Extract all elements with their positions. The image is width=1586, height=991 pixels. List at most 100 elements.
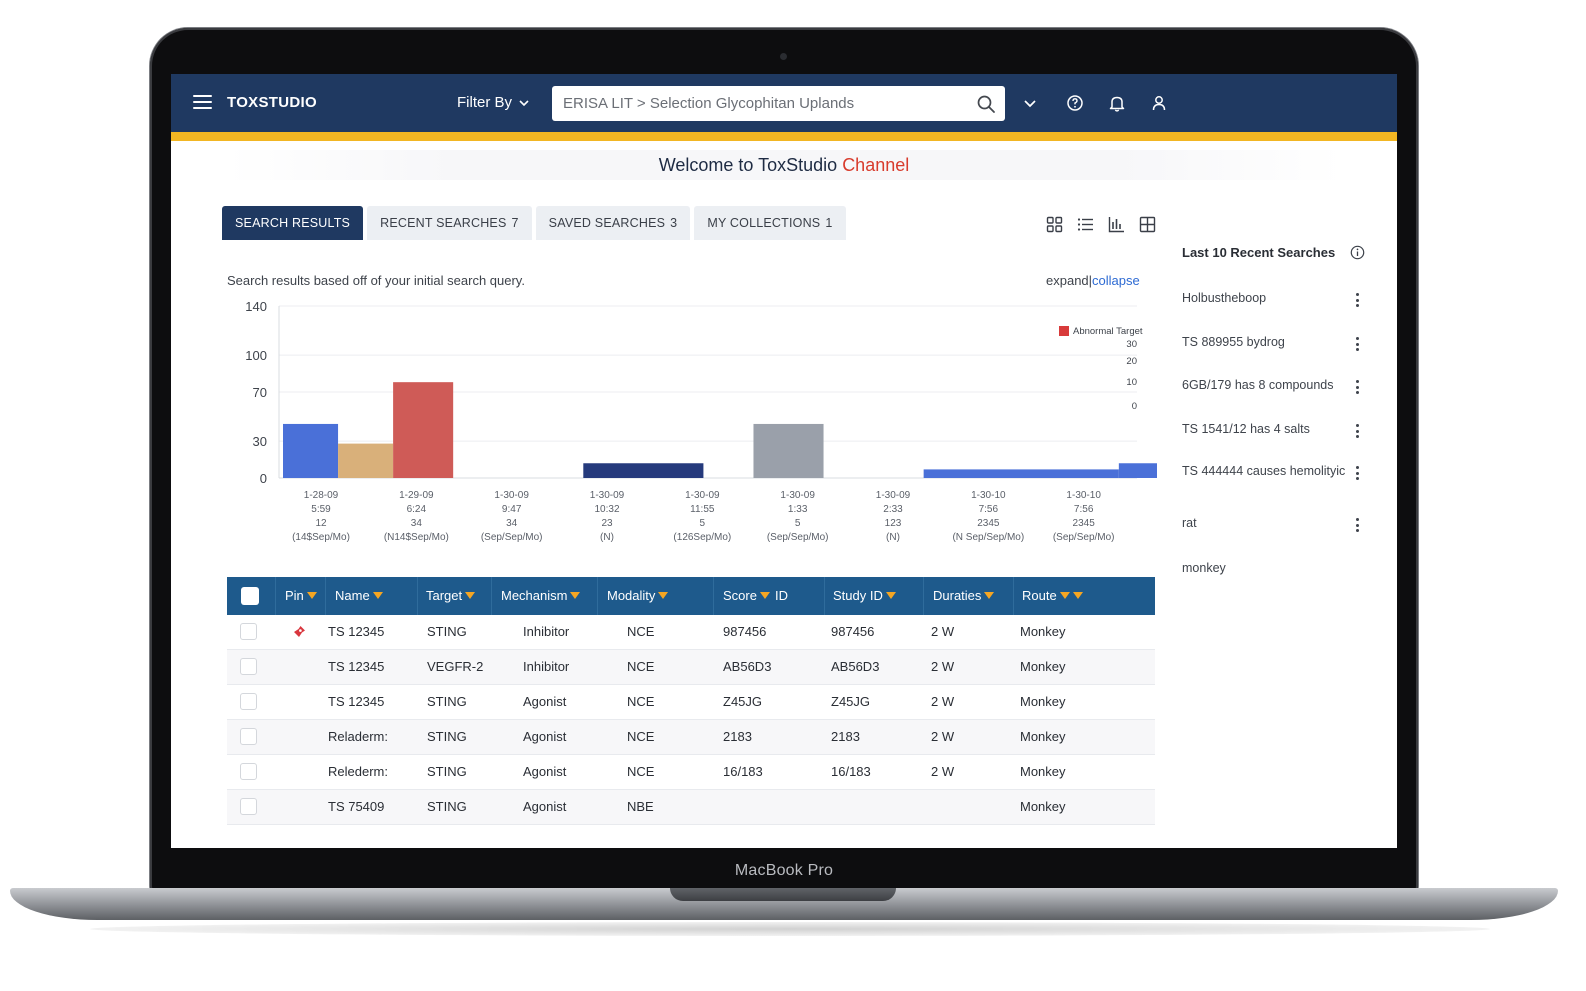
column-header-study-id[interactable]: Study ID <box>833 577 896 615</box>
more-options-icon[interactable] <box>1354 465 1360 481</box>
x-tick-label: 1-30-09 <box>780 490 815 501</box>
list-view-icon[interactable] <box>1077 216 1094 233</box>
search-box <box>552 86 1005 121</box>
filter-by-label: Filter By <box>457 94 513 111</box>
info-icon[interactable] <box>1350 245 1365 260</box>
column-divider <box>923 577 924 615</box>
table-row[interactable]: TS 12345 STING Inhibitor NCE 987456 987456 2 W… <box>227 615 1155 650</box>
cell-name: TS 12345 <box>328 659 385 674</box>
table-row[interactable]: Reladerm: STING Agonist NCE 2183 2183 2 W Monke… <box>227 720 1155 755</box>
column-header-durations[interactable]: Duraties <box>933 577 995 615</box>
menu-icon[interactable] <box>193 95 212 109</box>
column-divider <box>491 577 492 615</box>
more-options-icon[interactable] <box>1354 292 1360 308</box>
recent-search-item[interactable]: TS 444444 causes hemolityic <box>1182 464 1346 478</box>
filter-by-dropdown[interactable]: Filter By <box>457 94 530 111</box>
y-tick-label: 100 <box>245 348 267 363</box>
secondary-axis-tick-label: 30 <box>1126 339 1137 350</box>
x-tick-label: (Sep/Sep/Mo) <box>767 532 829 543</box>
row-checkbox[interactable] <box>240 693 257 710</box>
help-icon[interactable] <box>1065 93 1085 113</box>
recent-search-item[interactable]: 6GB/179 has 8 compounds <box>1182 378 1334 392</box>
search-icon[interactable] <box>976 94 996 114</box>
row-checkbox[interactable] <box>240 763 257 780</box>
collapse-link[interactable]: collapse <box>1092 273 1140 288</box>
cell-modality: NCE <box>627 659 655 674</box>
x-tick-label: 5:59 <box>311 504 331 515</box>
cell-route: Monkey <box>1020 694 1066 709</box>
row-checkbox[interactable] <box>240 623 257 640</box>
table-view-icon[interactable] <box>1139 216 1156 233</box>
recent-search-item[interactable]: monkey <box>1182 561 1226 575</box>
cell-study-id: 987456 <box>831 624 875 639</box>
recent-search-item[interactable]: TS 889955 bydrog <box>1182 335 1285 349</box>
accent-strip <box>171 132 1397 141</box>
grid-view-icon[interactable] <box>1046 216 1063 233</box>
tab-my-collections[interactable]: MY COLLECTIONS 1 <box>694 206 846 240</box>
user-icon[interactable] <box>1149 93 1169 113</box>
column-header-id[interactable]: ID <box>775 588 788 603</box>
column-header-mechanism[interactable]: Mechanism <box>501 577 581 615</box>
x-tick-label: (126Sep/Mo) <box>673 532 731 543</box>
cell-route: Monkey <box>1020 624 1066 639</box>
chart-bar <box>393 382 454 478</box>
row-checkbox[interactable] <box>240 658 257 675</box>
more-options-icon[interactable] <box>1354 423 1360 439</box>
column-header-score[interactable]: Score <box>723 577 770 615</box>
tab-saved-searches[interactable]: SAVED SEARCHES 3 <box>535 206 691 240</box>
cell-duration: 2 W <box>931 764 955 779</box>
column-header-modality[interactable]: Modality <box>607 577 669 615</box>
x-tick-label: 10:32 <box>594 504 619 515</box>
column-header-pin[interactable]: Pin <box>285 577 317 615</box>
recent-search-item[interactable]: rat <box>1182 516 1197 530</box>
search-input[interactable] <box>552 86 972 121</box>
chevron-down-icon[interactable] <box>1020 93 1040 113</box>
cell-route: Monkey <box>1020 659 1066 674</box>
x-tick-label: (Sep/Sep/Mo) <box>1053 532 1115 543</box>
cell-study-id: Z45JG <box>831 694 871 709</box>
y-tick-label: 70 <box>253 385 267 400</box>
expand-link[interactable]: expand <box>1046 273 1089 288</box>
more-options-icon[interactable] <box>1354 336 1360 352</box>
x-tick-label: 11:55 <box>690 504 715 515</box>
select-all-checkbox[interactable] <box>241 587 259 605</box>
tab-recent-searches[interactable]: RECENT SEARCHES 7 <box>367 206 532 240</box>
table-row[interactable]: TS 12345 STING Agonist NCE Z45JG Z45JG 2 W Monk… <box>227 685 1155 720</box>
y-tick-label: 30 <box>253 434 267 449</box>
x-tick-label: 2345 <box>1073 518 1096 529</box>
x-tick-label: (N) <box>886 532 900 543</box>
x-tick-label: 1-30-10 <box>1066 490 1101 501</box>
table-row[interactable]: TS 12345 VEGFR-2 Inhibitor NCE AB56D3 AB56D3 2… <box>227 650 1155 685</box>
secondary-axis-tick-label: 20 <box>1126 356 1137 367</box>
chart-bar <box>583 463 704 478</box>
more-options-icon[interactable] <box>1354 517 1360 533</box>
x-tick-label: 1-30-10 <box>971 490 1006 501</box>
x-tick-label: 1-30-09 <box>494 490 529 501</box>
column-header-name[interactable]: Name <box>335 577 383 615</box>
table-row[interactable]: TS 75409 STING Agonist NBE Monkey <box>227 790 1155 825</box>
cell-target: VEGFR-2 <box>427 659 484 674</box>
model-label: MacBook Pro <box>734 862 834 879</box>
recent-search-item[interactable]: TS 1541/12 has 4 salts <box>1182 422 1310 436</box>
secondary-axis-tick-label: 0 <box>1132 401 1137 412</box>
column-header-target[interactable]: Target <box>426 577 476 615</box>
more-options-icon[interactable] <box>1354 379 1360 395</box>
tab-search-results[interactable]: SEARCH RESULTS <box>222 206 364 240</box>
x-tick-label: (N14$Sep/Mo) <box>384 532 449 543</box>
row-checkbox[interactable] <box>240 798 257 815</box>
x-tick-label: 7:56 <box>979 504 999 515</box>
x-tick-label: 1-28-09 <box>304 490 339 501</box>
row-checkbox[interactable] <box>240 728 257 745</box>
pin-icon[interactable] <box>293 625 306 638</box>
bell-icon[interactable] <box>1107 93 1127 113</box>
recent-search-item[interactable]: Holbustheboop <box>1182 291 1267 305</box>
cell-modality: NCE <box>627 764 655 779</box>
cell-name: Relederm: <box>328 764 388 779</box>
cell-target: STING <box>427 799 467 814</box>
y-tick-label: 140 <box>245 300 267 314</box>
cell-study-id: 16/183 <box>831 764 871 779</box>
legend-label: Abnormal Target <box>1073 326 1143 337</box>
column-header-route[interactable]: Route <box>1022 577 1083 615</box>
chart-view-icon[interactable] <box>1108 216 1125 233</box>
table-row[interactable]: Relederm: STING Agonist NCE 16/183 16/183 2 W M… <box>227 755 1155 790</box>
